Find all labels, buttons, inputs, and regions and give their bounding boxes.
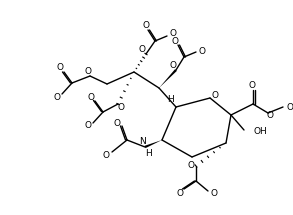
Text: O: O (117, 103, 125, 112)
Text: O: O (54, 94, 60, 103)
Text: O: O (113, 118, 120, 127)
Text: O: O (198, 46, 205, 55)
Text: O: O (57, 63, 64, 72)
Text: O: O (188, 161, 195, 170)
Text: O: O (212, 92, 219, 100)
Text: O: O (84, 121, 91, 131)
Text: H: H (168, 95, 174, 103)
Text: O: O (139, 46, 146, 54)
Text: O: O (103, 150, 110, 160)
Text: H: H (146, 149, 152, 158)
Text: O: O (169, 29, 176, 38)
Text: O: O (267, 112, 273, 120)
Text: O: O (88, 92, 95, 101)
Text: O: O (84, 66, 91, 75)
Text: O: O (169, 61, 176, 71)
Text: N: N (140, 138, 146, 146)
Text: O: O (171, 37, 178, 46)
Text: O: O (248, 80, 255, 89)
Polygon shape (159, 69, 177, 88)
Text: O: O (287, 103, 293, 112)
Text: O: O (142, 20, 149, 29)
Text: O: O (176, 189, 183, 198)
Text: OH: OH (254, 127, 268, 137)
Polygon shape (144, 140, 162, 148)
Text: O: O (210, 189, 217, 198)
